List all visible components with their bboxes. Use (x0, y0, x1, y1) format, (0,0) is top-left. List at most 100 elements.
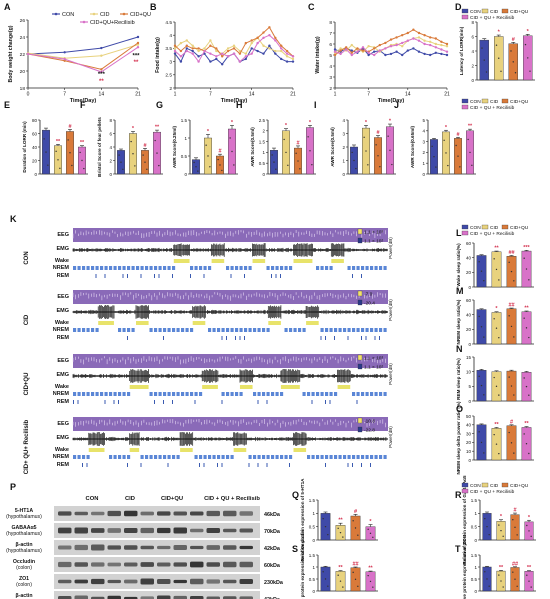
nrem-segment (190, 266, 194, 270)
series-point (345, 46, 348, 49)
data-point (447, 164, 449, 167)
nrem-segment (172, 392, 176, 396)
data-point (502, 586, 504, 588)
y-tick-label: 1 (312, 511, 315, 516)
kda-label: 42kDa (264, 597, 281, 599)
series-point (191, 44, 194, 47)
series-point (250, 39, 253, 42)
wake-segment (239, 385, 253, 389)
rem-segment (235, 336, 236, 340)
rem-segment (257, 463, 259, 467)
series-point (445, 42, 449, 46)
nrem-segment (185, 328, 189, 332)
protein-label: β-actin (15, 542, 32, 548)
emg-trace (72, 305, 388, 319)
series-point (285, 60, 289, 63)
nrem-segment (361, 392, 365, 396)
y-tick-label: 6 (109, 131, 112, 136)
rem-segment (352, 463, 353, 467)
wake-segment (192, 321, 206, 325)
data-point (307, 136, 309, 138)
power-label: Power(dB) (388, 299, 393, 321)
protein-band (190, 595, 204, 599)
nrem-segment (248, 328, 252, 332)
emg-trace (72, 432, 388, 446)
nrem-segment (122, 455, 126, 459)
data-point (500, 529, 502, 532)
y-tick-label: 30 (466, 431, 472, 436)
nrem-segment (113, 455, 117, 459)
series-point (136, 41, 140, 45)
protein-band (173, 527, 187, 534)
series-point (197, 55, 200, 58)
series-point (215, 57, 218, 61)
series-point (345, 48, 348, 51)
nrem-segment (257, 328, 261, 332)
scale-high-label: -7.0 (364, 292, 373, 298)
panel-j: 0 1 2 3 4 5 AWR Score(0.65ml) * # ** (410, 118, 476, 177)
data-point (529, 70, 531, 72)
nrem-segment (95, 266, 99, 270)
protein-band (107, 579, 121, 584)
series-point (373, 47, 376, 50)
nrem-segment (230, 328, 234, 332)
protein-label: β-actin (15, 593, 32, 599)
series-point (63, 51, 66, 54)
data-point (375, 144, 377, 146)
protein-band (173, 595, 187, 599)
nrem-segment (307, 455, 311, 459)
rem-segment (325, 400, 326, 404)
series-point (274, 52, 277, 55)
data-point (379, 166, 381, 168)
rem-segment (356, 400, 358, 404)
legend-swatch (481, 98, 489, 104)
y-tick-label: 2 (109, 158, 112, 163)
significance-mark: # (143, 143, 146, 149)
annotation: ** (99, 79, 104, 85)
nrem-segment (172, 455, 176, 459)
data-point (510, 442, 513, 444)
nrem-segment (365, 266, 369, 270)
series-point (350, 53, 353, 57)
rem-segment (257, 400, 259, 404)
data-point (498, 57, 500, 59)
nrem-segment (167, 328, 171, 332)
nrem-segment (82, 392, 86, 396)
data-point (478, 375, 480, 378)
data-point (142, 154, 144, 156)
series-point (285, 55, 289, 58)
significance-mark: # (512, 37, 515, 43)
rem-segment (347, 463, 349, 467)
data-point (118, 154, 120, 156)
nrem-segment (154, 455, 158, 459)
nrem-segment (334, 455, 338, 459)
series-point (423, 52, 426, 56)
nrem-segment (257, 392, 261, 396)
y-axis-label: AWR Score(0.5ml) (250, 127, 255, 167)
y-tick-label: 0 (474, 538, 477, 543)
protein-band (157, 562, 171, 567)
rem-segment (325, 336, 326, 340)
protein-band (239, 596, 253, 599)
legend-label: CID + QU + Recilisib (470, 489, 515, 495)
y-tick-label: 1.5 (259, 139, 266, 144)
tissue-label: (hypothalamus) (6, 548, 42, 554)
y-tick-label: 26 (20, 18, 26, 24)
trace-label: EEG (57, 232, 69, 238)
nrem-segment (320, 455, 324, 459)
data-point (483, 336, 485, 338)
y-tick-label: 6 (471, 34, 474, 39)
trace-label: NREM (53, 391, 70, 397)
nrem-segment (221, 328, 225, 332)
legend-swatch (461, 98, 469, 104)
data-point (525, 268, 528, 270)
series-point (339, 52, 342, 56)
data-point (369, 532, 372, 535)
scale-high-swatch (357, 290, 363, 297)
nrem-segment (172, 328, 176, 332)
y-tick-label: 2 (422, 150, 425, 155)
series-point (215, 47, 218, 50)
series-point (440, 52, 443, 56)
legend-label: CON (62, 12, 74, 18)
